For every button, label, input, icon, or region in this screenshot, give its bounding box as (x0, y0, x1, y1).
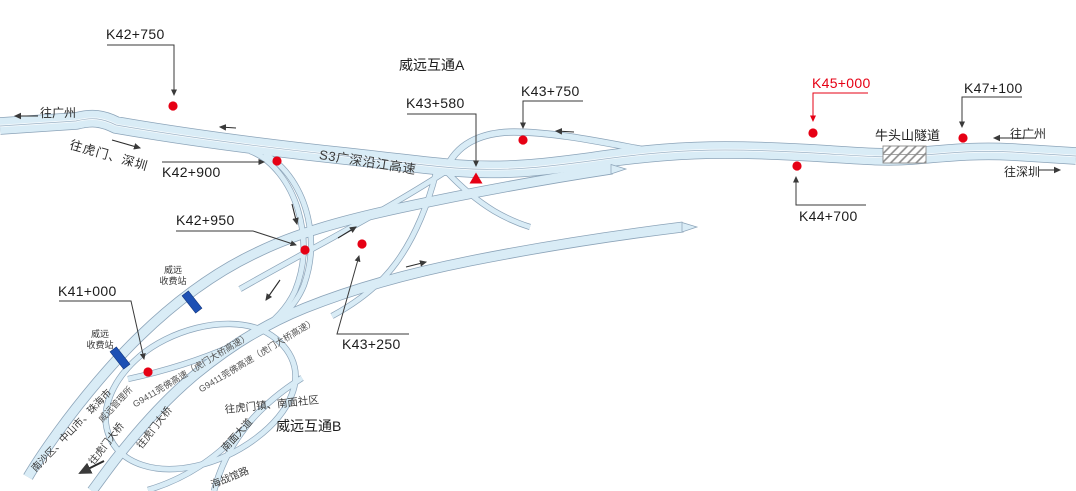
leader-k43-250 (336, 255, 409, 335)
toll-station-1-line1: 威远 (163, 265, 182, 275)
ramp-tip (681, 222, 699, 233)
leader-k42-750 (107, 44, 177, 96)
leader-k47-100 (959, 96, 1022, 128)
leader-k44-700 (793, 176, 866, 206)
label-k42-900: K42+900 (162, 164, 221, 180)
marker-k42-900-dot (272, 156, 282, 166)
leader-k43-750 (520, 100, 583, 129)
leader-k41-000 (59, 300, 146, 360)
marker-k42-950-dot (300, 245, 310, 255)
toll-gate-2 (109, 346, 131, 370)
label-k41-000: K41+000 (58, 283, 117, 299)
label-dest-right-shenzhen: 往深圳 (1004, 165, 1041, 179)
label-k43-580: K43+580 (406, 95, 465, 111)
direction-arrow-west-icon (554, 128, 575, 135)
toll-gate-1 (181, 290, 203, 314)
label-toll-station-1: 威远 收费站 (154, 265, 192, 287)
marker-k44-700-dot (792, 161, 802, 171)
label-k44-700: K44+700 (799, 208, 858, 224)
direction-arrow-sw-icon (265, 279, 281, 301)
marker-k41-000-dot (143, 367, 153, 377)
direction-arrow-humen-bridge-icon (78, 460, 105, 474)
toll-station-2-line1: 威远 (90, 329, 109, 339)
label-k43-750: K43+750 (521, 83, 580, 99)
marker-k45-000-dot (808, 128, 818, 138)
ramp-tip (610, 164, 628, 175)
toll-station-2-line2: 收费站 (86, 339, 114, 350)
label-dest-right-guangzhou: 往广州 (1010, 127, 1047, 141)
leader-k42-950 (176, 230, 297, 247)
marker-k43-250-dot (357, 239, 367, 249)
label-k42-750: K42+750 (106, 26, 165, 42)
label-k45-000: K45+000 (812, 75, 871, 91)
direction-arrow-west-icon (218, 124, 237, 131)
label-dest-left-guangzhou: 往广州 (40, 106, 77, 120)
direction-arrow-ne-icon (405, 260, 428, 268)
road-network (0, 119, 1076, 491)
label-tunnel: 牛头山隧道 (875, 128, 941, 143)
label-k42-950: K42+950 (176, 212, 235, 228)
label-k43-250: K43+250 (342, 336, 401, 352)
label-k47-100: K47+100 (964, 80, 1023, 96)
label-interchange-a: 威远互通A (399, 57, 465, 73)
toll-station-1-line2: 收费站 (159, 275, 187, 286)
tunnel-niutoushan (882, 145, 927, 164)
label-interchange-b: 威远互通B (276, 418, 342, 434)
marker-k47-100-dot (958, 133, 968, 143)
marker-k42-750-dot (168, 101, 178, 111)
marker-k43-580-triangle (469, 172, 483, 184)
leader-k45-000 (810, 92, 868, 122)
arrow-humen-shenzhen-icon (111, 139, 142, 150)
marker-k43-750-dot (518, 135, 528, 145)
label-toll-station-2: 威远 收费站 (81, 329, 119, 351)
direction-arrow-down-icon (291, 203, 299, 226)
direction-arrow-ne-icon (337, 226, 357, 239)
leader-k43-580 (407, 113, 479, 167)
